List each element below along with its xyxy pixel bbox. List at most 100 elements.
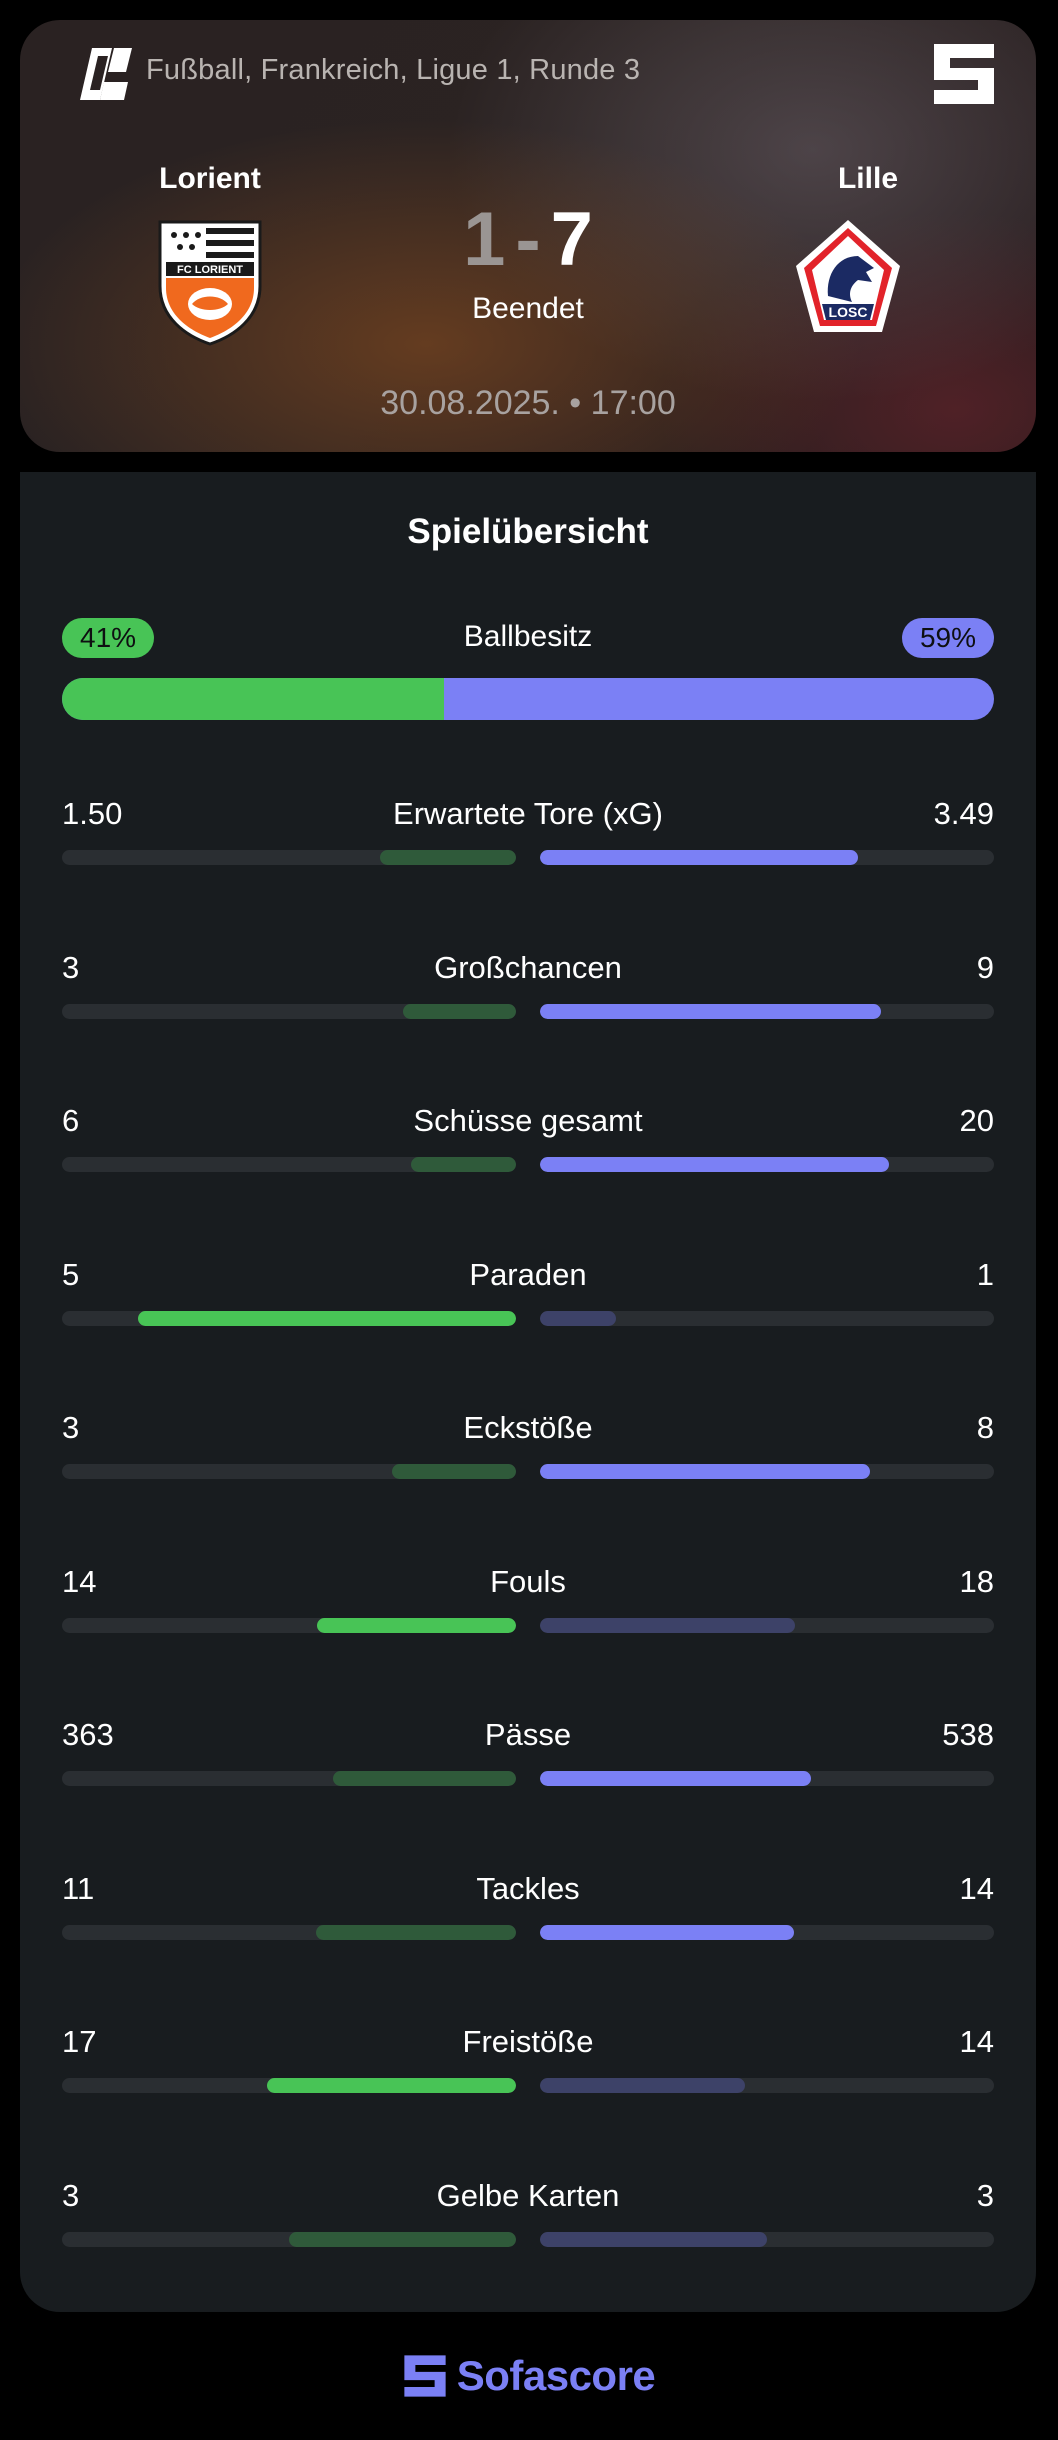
stat-row: 363 Pässe 538 bbox=[62, 1715, 994, 1815]
breadcrumb[interactable]: Fußball, Frankreich, Ligue 1, Runde 3 bbox=[146, 54, 641, 86]
home-stat-bar bbox=[62, 1311, 516, 1326]
home-stat-fill bbox=[317, 1618, 516, 1633]
sofascore-icon bbox=[404, 2355, 446, 2397]
home-stat-fill bbox=[137, 1311, 516, 1326]
away-stat-bar bbox=[540, 850, 994, 865]
home-stat-bar bbox=[62, 1004, 516, 1019]
stat-label: Fouls bbox=[490, 1564, 566, 1599]
away-stat-fill bbox=[540, 1925, 795, 1940]
home-stat-bar bbox=[62, 1771, 516, 1786]
stat-label: Eckstöße bbox=[463, 1410, 593, 1445]
away-stat-fill bbox=[540, 2232, 767, 2247]
home-stat-bar bbox=[62, 1618, 516, 1633]
stat-row: 5 Paraden 1 bbox=[62, 1255, 994, 1355]
away-stat-bar bbox=[540, 1311, 994, 1326]
stat-label: Schüsse gesamt bbox=[413, 1103, 643, 1138]
away-stat-fill bbox=[540, 1311, 616, 1326]
home-stat-bar bbox=[62, 850, 516, 865]
sofascore-icon[interactable] bbox=[932, 42, 996, 106]
home-stat-fill bbox=[316, 1925, 516, 1940]
stat-label: Tackles bbox=[476, 1871, 580, 1906]
stat-label: Paraden bbox=[469, 1257, 587, 1292]
away-stat-bar bbox=[540, 2078, 994, 2093]
away-stat-bar bbox=[540, 1771, 994, 1786]
section-title: Spielübersicht bbox=[407, 512, 649, 551]
sofascore-brand[interactable]: Sofascore bbox=[403, 2352, 656, 2400]
away-stat-bar bbox=[540, 1925, 994, 1940]
stat-label: Pässe bbox=[484, 1717, 572, 1752]
stat-row: 14 Fouls 18 bbox=[62, 1562, 994, 1662]
home-stat-fill bbox=[267, 2078, 516, 2093]
home-stat-fill bbox=[402, 1004, 516, 1019]
match-header: Fußball, Frankreich, Ligue 1, Runde 3 Lo… bbox=[20, 20, 1036, 452]
home-stat-value: 6 bbox=[62, 1103, 80, 1138]
away-stat-fill bbox=[540, 1771, 812, 1786]
away-stat-value: 1 bbox=[976, 1257, 994, 1292]
home-stat-bar bbox=[62, 1464, 516, 1479]
home-stat-value: 363 bbox=[62, 1717, 114, 1752]
away-stat-value: 8 bbox=[976, 1410, 994, 1445]
away-stat-fill bbox=[540, 1618, 796, 1633]
stat-label: Großchancen bbox=[434, 950, 622, 985]
away-team-name[interactable]: Lille bbox=[837, 162, 898, 195]
home-stat-value: 5 bbox=[62, 1257, 80, 1292]
svg-text:LOSC: LOSC bbox=[829, 304, 868, 320]
home-stat-value: 3 bbox=[62, 950, 80, 985]
home-stat-value: 3 bbox=[62, 1410, 80, 1445]
away-stat-value: 538 bbox=[942, 1717, 994, 1752]
home-stat-value: 17 bbox=[62, 2024, 97, 2059]
home-stat-fill bbox=[392, 1464, 516, 1479]
match-overview-card: Spielübersicht 41% Ballbesitz 59% 1.50 Er… bbox=[20, 472, 1036, 2312]
away-stat-bar bbox=[540, 2232, 994, 2247]
stat-row: 3 Eckstöße 8 bbox=[62, 1408, 994, 1508]
home-score: 1 bbox=[463, 197, 506, 282]
home-possession-badge: 41% bbox=[62, 618, 155, 658]
possession-row: 41% Ballbesitz 59% bbox=[62, 618, 994, 738]
home-stat-fill bbox=[289, 2232, 516, 2247]
footer: Sofascore bbox=[0, 2346, 1058, 2406]
home-stat-value: 3 bbox=[62, 2178, 80, 2213]
away-stat-value: 3.49 bbox=[933, 796, 994, 831]
match-score: 1-7 bbox=[378, 200, 678, 280]
stat-label: Freistöße bbox=[462, 2024, 594, 2059]
match-date-time: 30.08.2025. • 17:00 bbox=[380, 384, 676, 422]
fc-lorient-crest-icon[interactable]: FC LORIENT bbox=[150, 216, 270, 346]
stat-row: 17 Freistöße 14 bbox=[62, 2022, 994, 2122]
home-stat-bar bbox=[62, 1925, 516, 1940]
away-possession-badge: 59% bbox=[901, 618, 994, 658]
possession-label: Ballbesitz bbox=[463, 620, 593, 653]
ligue-1-logo-icon[interactable] bbox=[78, 42, 134, 106]
away-stat-fill bbox=[540, 850, 858, 865]
away-stat-value: 3 bbox=[976, 2178, 994, 2213]
stat-row: 1.50 Erwartete Tore (xG) 3.49 bbox=[62, 794, 994, 894]
away-stat-fill bbox=[540, 2078, 746, 2093]
score-separator: - bbox=[515, 197, 541, 282]
away-stat-value: 20 bbox=[959, 1103, 994, 1138]
away-stat-bar bbox=[540, 1464, 994, 1479]
home-stat-value: 1.50 bbox=[62, 796, 123, 831]
home-stat-fill bbox=[333, 1771, 516, 1786]
home-team-name[interactable]: Lorient bbox=[159, 162, 261, 195]
stat-row: 3 Großchancen 9 bbox=[62, 948, 994, 1048]
home-stat-value: 11 bbox=[62, 1871, 95, 1906]
away-score: 7 bbox=[550, 197, 593, 282]
stat-row: 6 Schüsse gesamt 20 bbox=[62, 1101, 994, 1201]
away-stat-value: 9 bbox=[976, 950, 994, 985]
match-status: Beendet bbox=[472, 292, 584, 325]
stat-row: 3 Gelbe Karten 3 bbox=[62, 2176, 994, 2276]
home-possession-fill bbox=[62, 678, 445, 720]
losc-crest-icon[interactable]: LOSC bbox=[788, 216, 908, 346]
home-stat-value: 14 bbox=[62, 1564, 97, 1599]
brand-name: Sofascore bbox=[456, 2352, 656, 2399]
away-stat-value: 18 bbox=[959, 1564, 994, 1599]
home-stat-fill bbox=[411, 1157, 516, 1172]
away-stat-fill bbox=[540, 1464, 871, 1479]
home-stat-bar bbox=[62, 1157, 516, 1172]
away-stat-fill bbox=[540, 1157, 890, 1172]
away-stat-fill bbox=[540, 1004, 881, 1019]
svg-text:FC LORIENT: FC LORIENT bbox=[177, 264, 243, 276]
possession-bar bbox=[62, 678, 994, 720]
home-stat-fill bbox=[379, 850, 516, 865]
away-stat-bar bbox=[540, 1618, 994, 1633]
away-stat-bar bbox=[540, 1004, 994, 1019]
